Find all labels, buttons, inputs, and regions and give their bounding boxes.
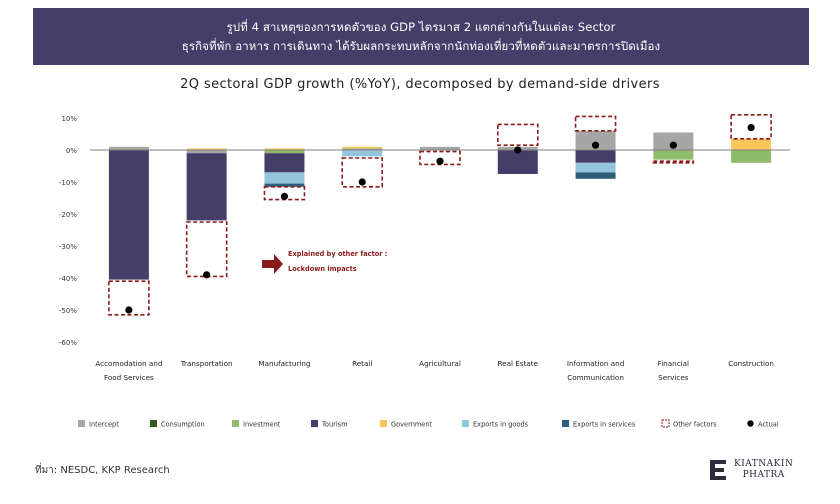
header-banner: รูปที่ 4 สาเหตุของการหดตัวของ GDP ไตรมาส…	[33, 8, 809, 65]
legend-swatch	[380, 420, 387, 427]
x-tick-label: Communication	[567, 373, 624, 382]
x-tick-label: Food Services	[104, 373, 154, 382]
actual-point	[125, 306, 133, 314]
legend-swatch	[747, 420, 754, 427]
legend-swatch	[150, 420, 157, 427]
annotation-line-1: Explained by other factor :	[288, 250, 387, 258]
bar-segment	[575, 150, 616, 163]
source-note: ที่มา: NESDC, KKP Research	[35, 465, 170, 476]
y-tick-label: -40%	[59, 275, 77, 283]
legend-swatch	[232, 420, 239, 427]
kiatnakin-phatra-logo: KIATNAKIN PHATRA	[708, 458, 793, 482]
bar-segment	[186, 148, 227, 150]
legend-label: Intercept	[89, 421, 119, 429]
bar-segment	[264, 148, 305, 150]
header-line-1: รูปที่ 4 สาเหตุของการหดตัวของ GDP ไตรมาส…	[226, 19, 616, 34]
bar-segment	[653, 150, 694, 160]
y-tick-label: -50%	[59, 307, 77, 315]
logo-line-2: PHATRA	[742, 470, 785, 480]
actual-point	[591, 141, 600, 149]
annotation-line-2: Lockdown impacts	[288, 265, 357, 273]
legend-label: Investment	[243, 421, 281, 429]
legend-label: Exports in services	[573, 421, 636, 429]
legend-swatch	[562, 420, 569, 427]
x-tick-label: Information and	[567, 359, 624, 368]
y-tick-label: -30%	[59, 243, 77, 251]
annotation-arrow	[262, 254, 283, 274]
y-tick-label: -20%	[59, 211, 77, 219]
other-factors-box	[652, 160, 695, 164]
legend-label: Exports in goods	[473, 421, 529, 429]
bar-segment	[731, 150, 772, 163]
bar-segment	[264, 172, 305, 184]
legend-swatch	[661, 419, 670, 428]
bar-segment	[575, 172, 616, 179]
legend-swatch	[462, 420, 469, 427]
bar-segment	[186, 150, 227, 154]
other-factors-box	[730, 114, 772, 140]
bar-segment	[575, 162, 616, 173]
x-tick-label: Construction	[728, 359, 774, 368]
bar-segment	[420, 146, 460, 150]
actual-point	[747, 124, 755, 132]
legend-label: Actual	[758, 421, 779, 429]
legend-swatch	[311, 420, 318, 427]
chart-title: 2Q sectoral GDP growth (%YoY), decompose…	[180, 77, 660, 92]
bar-segment	[264, 183, 305, 187]
other-factors-box	[574, 115, 617, 132]
bar-segment	[108, 150, 149, 280]
bar-segment	[342, 150, 383, 157]
legend-swatch	[78, 420, 85, 427]
logo-mark-icon	[710, 460, 726, 480]
actual-point	[514, 146, 522, 154]
legend-label: Other factors	[673, 421, 717, 429]
bar-segment	[264, 153, 305, 173]
legend-label: Tourism	[321, 421, 348, 429]
actual-point	[669, 141, 677, 149]
bar-segment	[342, 146, 383, 149]
y-tick-label: -10%	[59, 179, 77, 187]
header-line-2: ธุรกิจที่พัก อาหาร การเดินทาง ได้รับผลกร…	[181, 38, 661, 53]
actual-point	[358, 178, 366, 186]
y-tick-label: -60%	[59, 339, 77, 347]
bar-segment	[342, 148, 383, 150]
x-tick-label: Real Estate	[498, 359, 539, 368]
bar-segment	[186, 153, 227, 221]
bar-segment	[575, 130, 616, 150]
x-tick-label: Transportation	[180, 359, 233, 368]
logo-line-1: KIATNAKIN	[734, 459, 794, 469]
other-factors-box	[108, 280, 150, 316]
y-tick-label: 0%	[66, 147, 77, 155]
x-tick-label: Services	[658, 373, 689, 382]
y-tick-label: 10%	[61, 115, 77, 123]
other-factors-box	[341, 157, 384, 188]
bar-segment	[497, 150, 538, 174]
legend-label: Consumption	[161, 421, 205, 429]
x-tick-label: Retail	[352, 359, 372, 368]
x-tick-label: Agricultural	[419, 359, 461, 368]
other-factors-box	[496, 123, 539, 147]
actual-point	[436, 157, 444, 165]
bar-segment	[108, 146, 149, 150]
actual-point	[280, 192, 289, 200]
bar-segment	[264, 150, 305, 154]
actual-point	[203, 271, 211, 279]
bar-segment	[731, 138, 772, 150]
x-tick-label: Manufacturing	[258, 359, 310, 368]
legend-label: Government	[391, 421, 433, 429]
other-factors-box	[185, 221, 228, 278]
bar-segment	[653, 132, 694, 150]
x-tick-label: Financial	[658, 359, 689, 368]
x-tick-label: Accomodation and	[95, 359, 162, 368]
